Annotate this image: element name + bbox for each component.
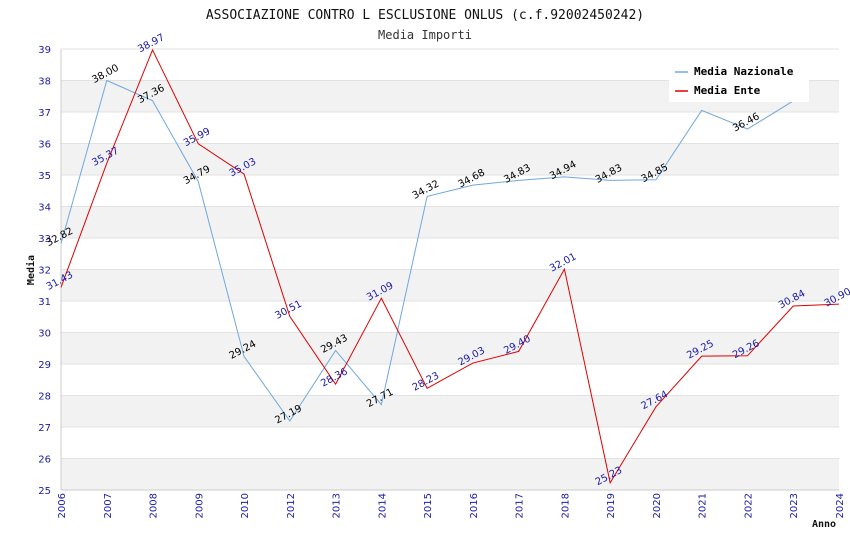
y-tick-label: 36 [38,140,51,151]
grid-band [61,112,839,144]
grid-band [61,395,839,427]
grid-band [61,427,839,459]
x-tick-label: 2006 [57,493,68,518]
y-tick-label: 28 [38,392,51,403]
y-tick-label: 25 [38,486,51,497]
y-axis-ticks: 25 26 27 28 29 30 31 32 33 34 35 36 37 38 39 [38,45,51,497]
x-tick-label: 2018 [560,493,571,518]
series-line-nazionale [60,79,794,422]
legend-label-ente: Media Ente [694,84,761,97]
y-tick-label: 39 [38,45,51,56]
grid-band [61,364,839,396]
y-tick-label: 30 [38,329,51,340]
legend-label-nazionale: Media Nazionale [694,65,794,78]
legend: Media Nazionale Media Ente [669,60,809,102]
y-tick-label: 33 [38,234,51,245]
y-tick-label: 34 [38,203,51,214]
x-tick-label: 2016 [469,493,480,518]
x-tick-label: 2024 [835,493,846,518]
chart-subtitle: Media Importi [378,28,472,42]
grid-bands [60,48,839,491]
grid-band [61,238,839,270]
y-tick-label: 38 [38,77,51,88]
y-tick-label: 31 [38,297,51,308]
grid-band [61,301,839,333]
y-tick-label: 35 [38,171,51,182]
y-tick-label: 26 [38,455,51,466]
y-tick-label: 27 [38,423,51,434]
grid-band [61,206,839,238]
grid-band [61,458,839,490]
legend-box [669,60,809,102]
x-tick-label: 2022 [743,493,754,518]
x-tick-label: 2015 [423,493,434,518]
x-tick-label: 2017 [515,493,526,518]
x-tick-label: 2007 [103,493,114,518]
series-lines [60,48,840,485]
x-tick-label: 2020 [652,493,663,518]
y-axis-label: Media [25,255,37,285]
grid-band [61,143,839,175]
x-tick-label: 2021 [698,493,709,518]
x-tick-label: 2023 [789,493,800,518]
x-tick-label: 2010 [240,493,251,518]
x-tick-label: 2009 [194,493,205,518]
y-tick-label: 37 [38,108,51,119]
x-tick-label: 2013 [332,493,343,518]
series-line-ente [60,48,840,485]
x-axis-ticks: 2006 2007 2008 2009 2010 2012 2013 2014 2015 2016… [57,493,846,518]
x-axis-label: Anno [812,519,836,530]
chart-title: ASSOCIAZIONE CONTRO L ESCLUSIONE ONLUS (… [206,8,644,23]
x-tick-label: 2014 [377,493,388,518]
x-tick-label: 2019 [606,493,617,518]
y-tick-label: 29 [38,360,51,371]
x-tick-label: 2008 [149,493,160,518]
x-tick-label: 2012 [286,493,297,518]
grid-band [61,269,839,301]
grid-band [61,332,839,364]
y-tick-label: 32 [38,266,51,277]
